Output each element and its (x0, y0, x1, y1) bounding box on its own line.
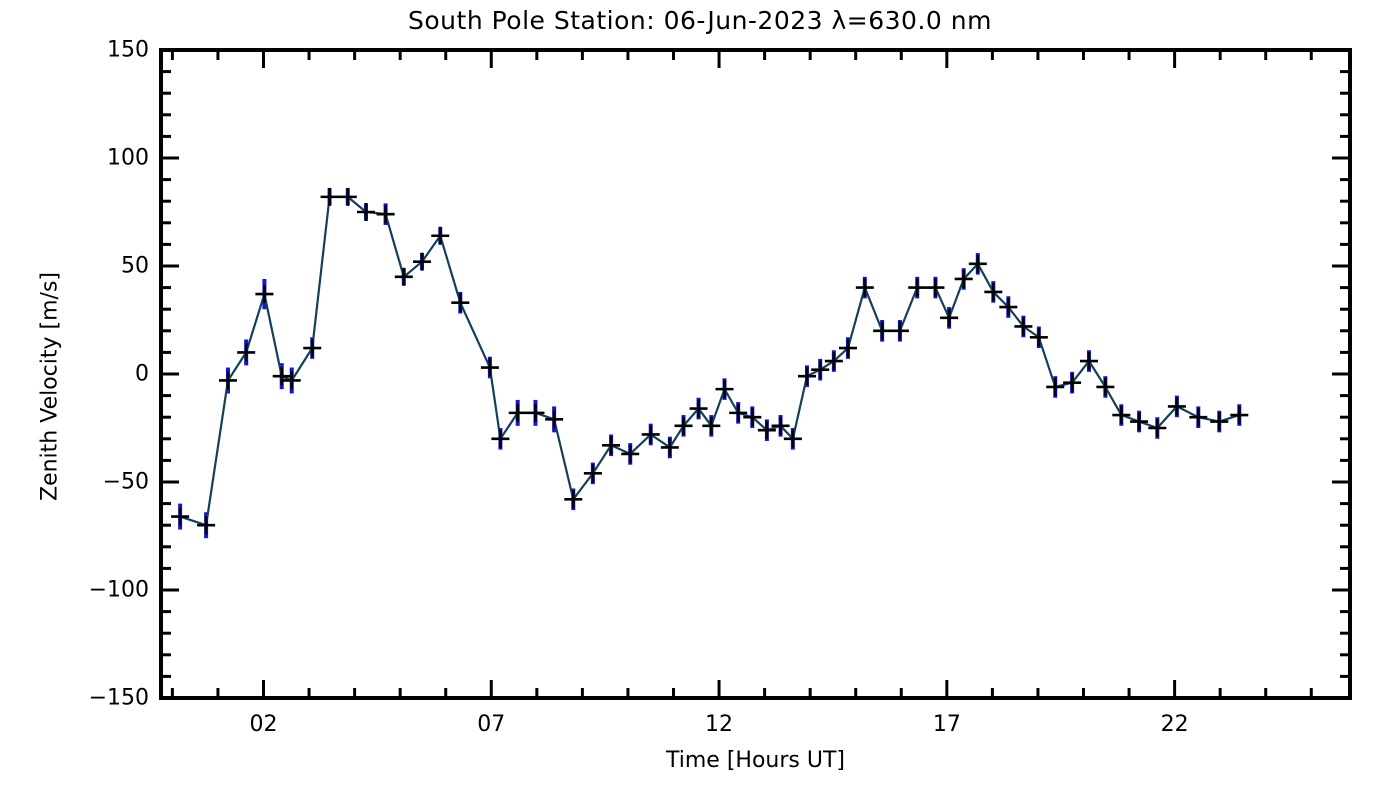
plot-frame (159, 48, 1352, 700)
x-tick-label: 17 (932, 712, 961, 737)
y-tick-label: 50 (121, 253, 149, 279)
y-tick-label: 100 (107, 145, 149, 171)
y-tick-label: 0 (135, 361, 149, 387)
x-tick-label: 02 (249, 712, 278, 737)
y-tick-label: −50 (102, 469, 149, 495)
y-tick-label: 150 (107, 37, 149, 63)
data-markers (171, 187, 1249, 535)
error-bars (178, 188, 1242, 539)
y-tick-label: −100 (88, 577, 149, 603)
chart-title: South Pole Station: 06-Jun-2023 λ=630.0 … (408, 6, 992, 35)
x-tick-label: 12 (705, 712, 734, 737)
x-axis-label: Time [Hours UT] (666, 748, 845, 773)
axis-ticks (161, 48, 1350, 700)
x-tick-label: 07 (477, 712, 506, 737)
y-tick-label: −150 (88, 685, 149, 711)
x-tick-label: 22 (1160, 712, 1189, 737)
